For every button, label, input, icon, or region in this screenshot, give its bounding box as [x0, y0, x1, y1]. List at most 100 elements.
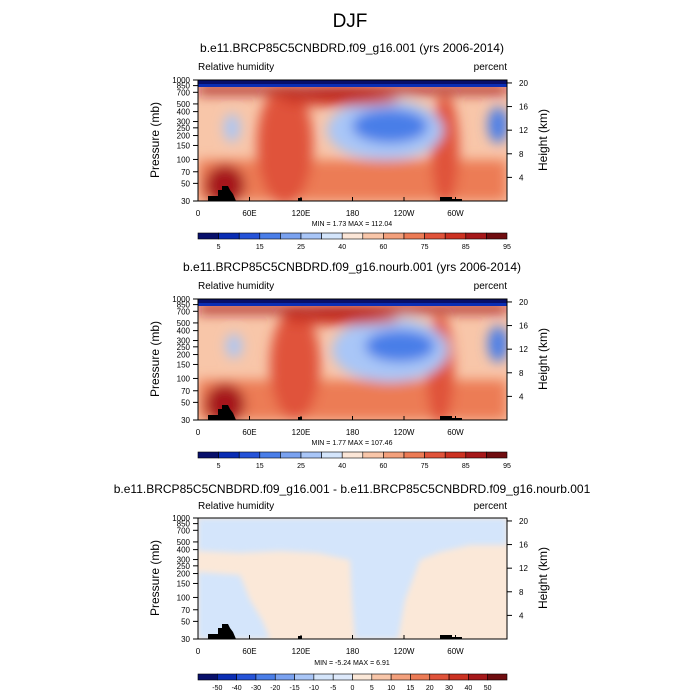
pressure-tick-label: 30 — [181, 635, 190, 644]
colorbar-label: -40 — [232, 685, 242, 692]
x-tick-label: 0 — [196, 647, 201, 656]
pressure-tick-label: 50 — [181, 617, 190, 626]
x-tick-label: 120E — [292, 428, 311, 437]
colorbar-label: 95 — [503, 244, 511, 251]
colorbar-swatch — [403, 232, 425, 240]
panel-2-y2label: Height (km) — [536, 328, 550, 390]
pressure-tick-label: 70 — [181, 168, 190, 177]
pressure-tick-label: 850 — [177, 520, 191, 529]
colorbar-swatch — [468, 673, 488, 681]
panel-2-stats: MIN = 1.77 MAX = 107.46 — [312, 440, 393, 447]
panel-2-terrain — [208, 405, 462, 420]
pressure-tick-label: 300 — [177, 337, 191, 346]
colorbar-label: 60 — [380, 244, 388, 251]
colorbar-label: 25 — [297, 463, 305, 470]
panel-3-contour-field — [198, 518, 507, 639]
pressure-tick-label: 200 — [177, 132, 191, 141]
pressure-tick-label: 100 — [177, 374, 191, 383]
colorbar-swatch — [259, 232, 281, 240]
panel-1: b.e11.BRCP85C5CNBDRD.f09_g16.001 (yrs 20… — [148, 41, 550, 251]
panel-1-title: b.e11.BRCP85C5CNBDRD.f09_g16.001 (yrs 20… — [200, 41, 504, 55]
colorbar-label: 5 — [370, 685, 374, 692]
colorbar-swatch — [465, 451, 487, 459]
colorbar-swatch — [197, 451, 219, 459]
pressure-tick-label: 250 — [177, 562, 191, 571]
height-tick-label: 16 — [519, 103, 528, 112]
colorbar-swatch — [259, 451, 281, 459]
colorbar-label: -20 — [270, 685, 280, 692]
panel-3-title: b.e11.BRCP85C5CNBDRD.f09_g16.001 - b.e11… — [114, 482, 591, 496]
colorbar-swatch — [197, 232, 219, 240]
colorbar-label: -50 — [212, 685, 222, 692]
colorbar-swatch — [383, 232, 405, 240]
colorbar-swatch — [444, 232, 467, 240]
colorbar-swatch — [217, 673, 237, 681]
colorbar-label: 15 — [256, 244, 264, 251]
colorbar-label: 85 — [462, 244, 470, 251]
colorbar-swatch — [371, 673, 392, 681]
colorbar-swatch — [341, 232, 364, 240]
pressure-tick-label: 50 — [181, 398, 190, 407]
pressure-tick-label: 30 — [181, 197, 190, 206]
x-tick-label: 60E — [242, 428, 256, 437]
height-tick-label: 12 — [519, 345, 528, 354]
colorbar-label: -5 — [330, 685, 336, 692]
panel-3: b.e11.BRCP85C5CNBDRD.f09_g16.001 - b.e11… — [114, 482, 591, 692]
pressure-tick-label: 1000 — [172, 295, 190, 304]
pressure-tick-label: 100 — [177, 593, 191, 602]
pressure-tick-label: 400 — [177, 327, 191, 336]
pressure-tick-label: 30 — [181, 416, 190, 425]
colorbar-swatch — [444, 451, 467, 459]
figure-title: DJF — [333, 11, 368, 32]
panel-3-variable-label: Relative humidity — [198, 501, 274, 512]
colorbar-label: 50 — [484, 685, 492, 692]
x-tick-label: 180 — [346, 647, 360, 656]
height-tick-label: 20 — [519, 517, 528, 526]
colorbar-swatch — [332, 673, 353, 681]
colorbar-swatch — [236, 673, 257, 681]
colorbar-swatch — [448, 673, 469, 681]
height-tick-label: 16 — [519, 322, 528, 331]
colorbar-swatch — [218, 232, 240, 240]
colorbar-label: 40 — [464, 685, 472, 692]
x-tick-label: 60W — [447, 209, 464, 218]
colorbar-label: 40 — [338, 244, 346, 251]
colorbar-swatch — [410, 673, 431, 681]
pressure-tick-label: 150 — [177, 141, 191, 150]
colorbar-label: 10 — [387, 685, 395, 692]
colorbar-label: 15 — [407, 685, 415, 692]
x-tick-label: 60W — [447, 647, 464, 656]
colorbar-swatch — [255, 673, 276, 681]
colorbar-label: 20 — [426, 685, 434, 692]
pressure-tick-label: 400 — [177, 108, 191, 117]
colorbar-label: 40 — [338, 463, 346, 470]
colorbar-swatch — [403, 451, 425, 459]
colorbar-swatch — [383, 451, 405, 459]
height-tick-label: 20 — [519, 79, 528, 88]
panel-1-contour-field — [198, 80, 507, 201]
colorbar-swatch — [390, 673, 411, 681]
colorbar-label: 30 — [445, 685, 453, 692]
colorbar-swatch — [362, 451, 384, 459]
colorbar-swatch — [313, 673, 334, 681]
colorbar-swatch — [486, 451, 508, 459]
height-tick-label: 8 — [519, 369, 524, 378]
colorbar-label: -30 — [251, 685, 261, 692]
colorbar-swatch — [487, 673, 508, 681]
panel-2-axis-ticks: 0 60E 120E 180 120W 60W1000850700500400300250… — [172, 295, 528, 437]
colorbar-label: 5 — [217, 244, 221, 251]
pressure-tick-label: 500 — [177, 319, 191, 328]
pressure-tick-label: 150 — [177, 360, 191, 369]
colorbar-label: 25 — [297, 244, 305, 251]
height-tick-label: 20 — [519, 298, 528, 307]
pressure-tick-label: 700 — [177, 88, 191, 97]
pressure-tick-label: 850 — [177, 82, 191, 91]
pressure-tick-label: 200 — [177, 570, 191, 579]
pressure-tick-label: 700 — [177, 526, 191, 535]
pressure-tick-label: 500 — [177, 538, 191, 547]
colorbar-swatch — [280, 451, 302, 459]
colorbar-swatch — [197, 673, 218, 681]
colorbar-swatch — [321, 232, 343, 240]
height-tick-label: 4 — [519, 173, 524, 182]
